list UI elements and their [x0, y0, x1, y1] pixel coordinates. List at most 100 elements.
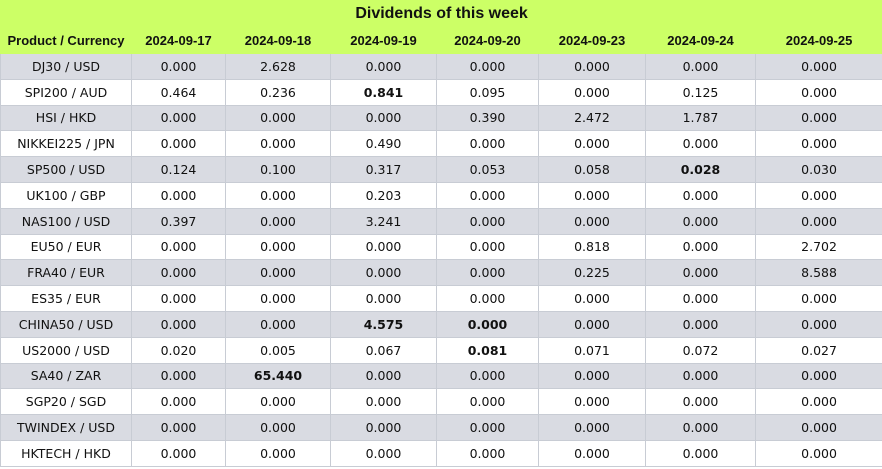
product-cell: DJ30 / USD — [0, 53, 132, 80]
dividend-cell: 0.390 — [436, 104, 539, 132]
table-row: CHINA50 / USD 0.000 0.000 4.575 0.000 0.000 0.… — [0, 310, 882, 338]
dividend-cell: 0.000 — [754, 78, 882, 106]
table-body: DJ30 / USD 0.000 2.628 0.000 0.000 0.000 0.000… — [0, 53, 882, 467]
dividend-cell: 0.490 — [330, 130, 437, 158]
dividend-cell: 0.000 — [225, 130, 331, 158]
column-header: 2024-09-17 — [131, 27, 226, 54]
dividend-cell: 0.000 — [754, 181, 882, 209]
table-row: FRA40 / EUR 0.000 0.000 0.000 0.000 0.225 0.00… — [0, 259, 882, 287]
dividend-cell: 0.000 — [131, 414, 226, 441]
dividend-cell: 0.000 — [538, 78, 646, 106]
table-row: SGP20 / SGD 0.000 0.000 0.000 0.000 0.000 0.00… — [0, 388, 882, 416]
product-cell: UK100 / GBP — [0, 181, 132, 209]
dividend-cell: 0.818 — [538, 233, 646, 261]
dividend-cell: 0.000 — [754, 439, 882, 467]
dividend-cell: 0.000 — [645, 53, 756, 80]
dividend-cell: 0.000 — [330, 439, 437, 467]
dividend-cell: 0.000 — [131, 181, 226, 209]
dividend-cell: 0.000 — [225, 233, 331, 261]
table-row: NIKKEI225 / JPN 0.000 0.000 0.490 0.000 0.000… — [0, 130, 882, 158]
dividend-cell: 0.000 — [436, 285, 539, 312]
dividend-cell: 0.000 — [436, 130, 539, 158]
dividend-cell: 0.095 — [436, 78, 539, 106]
dividend-cell: 0.000 — [436, 181, 539, 209]
table-row: HSI / HKD 0.000 0.000 0.000 0.390 2.472 1.787 0… — [0, 104, 882, 132]
dividend-cell: 0.000 — [645, 414, 756, 441]
dividend-cell: 0.000 — [538, 181, 646, 209]
dividend-cell: 0.000 — [131, 439, 226, 467]
column-header: 2024-09-24 — [645, 27, 756, 54]
dividend-cell: 0.000 — [436, 207, 539, 235]
product-cell: SPI200 / AUD — [0, 78, 132, 106]
product-cell: NAS100 / USD — [0, 207, 132, 235]
dividend-cell: 0.000 — [225, 181, 331, 209]
dividend-cell: 0.000 — [225, 310, 331, 338]
dividend-cell: 0.000 — [754, 310, 882, 338]
dividend-cell: 0.000 — [330, 53, 437, 80]
dividend-cell: 0.000 — [754, 362, 882, 390]
dividend-cell: 0.841 — [330, 78, 437, 106]
dividend-cell: 0.000 — [538, 130, 646, 158]
dividend-cell: 0.000 — [645, 130, 756, 158]
column-header: 2024-09-20 — [436, 27, 539, 54]
dividend-cell: 0.005 — [225, 336, 331, 364]
dividend-cell: 4.575 — [330, 310, 437, 338]
dividend-cell: 0.053 — [436, 156, 539, 183]
dividend-cell: 0.000 — [225, 388, 331, 416]
dividend-cell: 0.000 — [131, 130, 226, 158]
dividend-cell: 0.000 — [436, 362, 539, 390]
header-row: Product / Currency 2024-09-17 2024-09-18 20… — [0, 27, 882, 54]
product-cell: SGP20 / SGD — [0, 388, 132, 416]
dividend-cell: 0.000 — [131, 53, 226, 80]
dividend-cell: 0.058 — [538, 156, 646, 183]
dividend-cell: 0.000 — [330, 414, 437, 441]
product-cell: HKTECH / HKD — [0, 439, 132, 467]
dividend-cell: 0.317 — [330, 156, 437, 183]
dividend-cell: 0.000 — [538, 388, 646, 416]
dividend-cell: 0.081 — [436, 336, 539, 364]
dividend-cell: 0.000 — [225, 259, 331, 287]
dividend-cell: 2.628 — [225, 53, 331, 80]
dividend-cell: 0.000 — [131, 310, 226, 338]
dividend-cell: 0.072 — [645, 336, 756, 364]
dividend-cell: 0.000 — [645, 233, 756, 261]
dividend-cell: 1.787 — [645, 104, 756, 132]
product-cell: EU50 / EUR — [0, 233, 132, 261]
column-header: 2024-09-23 — [538, 27, 646, 54]
table-row: EU50 / EUR 0.000 0.000 0.000 0.000 0.818 0.000… — [0, 233, 882, 261]
dividend-cell: 3.241 — [330, 207, 437, 235]
table-row: TWINDEX / USD 0.000 0.000 0.000 0.000 0.000 0.… — [0, 414, 882, 441]
dividend-cell: 0.000 — [538, 207, 646, 235]
dividend-cell: 0.000 — [538, 285, 646, 312]
dividend-cell: 0.000 — [645, 207, 756, 235]
dividend-cell: 0.000 — [436, 388, 539, 416]
dividend-cell: 0.000 — [436, 414, 539, 441]
dividend-cell: 0.000 — [645, 439, 756, 467]
dividend-cell: 0.000 — [330, 104, 437, 132]
dividend-cell: 0.020 — [131, 336, 226, 364]
dividend-cell: 0.464 — [131, 78, 226, 106]
table-row: SA40 / ZAR 0.000 65.440 0.000 0.000 0.000 0.00… — [0, 362, 882, 390]
dividend-cell: 0.000 — [225, 439, 331, 467]
product-cell: HSI / HKD — [0, 104, 132, 132]
dividend-cell: 0.000 — [436, 259, 539, 287]
dividend-cell: 0.124 — [131, 156, 226, 183]
dividend-cell: 0.000 — [754, 104, 882, 132]
dividend-cell: 0.000 — [754, 130, 882, 158]
dividend-cell: 0.000 — [225, 104, 331, 132]
dividend-cell: 0.000 — [225, 414, 331, 441]
dividend-cell: 2.702 — [754, 233, 882, 261]
dividend-cell: 0.000 — [645, 362, 756, 390]
dividend-cell: 0.000 — [330, 285, 437, 312]
dividend-cell: 0.000 — [131, 233, 226, 261]
dividend-cell: 0.000 — [754, 388, 882, 416]
dividend-cell: 0.000 — [754, 285, 882, 312]
dividend-cell: 0.000 — [645, 181, 756, 209]
dividend-cell: 0.030 — [754, 156, 882, 183]
dividend-cell: 0.000 — [436, 53, 539, 80]
dividend-cell: 0.000 — [131, 259, 226, 287]
table-row: NAS100 / USD 0.397 0.000 3.241 0.000 0.000 0.0… — [0, 207, 882, 235]
column-header: 2024-09-18 — [225, 27, 331, 54]
dividend-cell: 2.472 — [538, 104, 646, 132]
